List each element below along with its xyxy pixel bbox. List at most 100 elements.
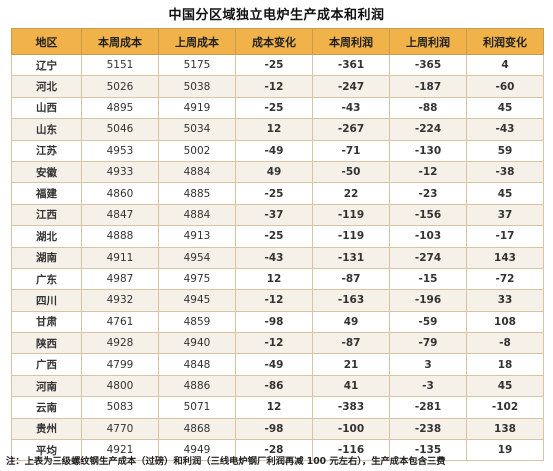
cell-profit-change: 108	[466, 310, 544, 334]
cell-last-week-profit: -196	[389, 289, 467, 312]
cell-last-week-profit: -130	[389, 139, 467, 162]
cell-region: 山西	[11, 96, 82, 120]
cell-this-week-profit: -50	[312, 160, 390, 184]
cell-region: 云南	[11, 396, 82, 419]
cell-region: 陕西	[11, 332, 82, 355]
cell-region: 四川	[11, 289, 82, 312]
cell-last-week-profit: -238	[389, 417, 467, 441]
cell-this-week-profit: -43	[312, 96, 390, 120]
cell-cost-change: -49	[235, 353, 313, 376]
table-row: 湖北 4888 4913 -25 -119 -103 -17	[11, 225, 544, 248]
table-row: 江西 4847 4884 -37 -119 -156 37	[11, 203, 544, 227]
cell-this-week-profit: -247	[312, 75, 390, 98]
table-row: 湖南 4911 4954 -43 -131 -274 143	[11, 246, 544, 269]
cell-cost-change: -12	[235, 289, 313, 312]
cell-last-week-cost: 4886	[158, 374, 236, 398]
cell-this-week-cost: 4799	[81, 353, 159, 376]
cell-profit-change: -8	[466, 332, 544, 355]
cell-this-week-cost: 4987	[81, 267, 159, 291]
cell-last-week-cost: 4949	[158, 439, 236, 462]
table-row: 山西 4895 4919 -25 -43 -88 45	[11, 96, 544, 120]
cell-this-week-profit: -361	[312, 53, 390, 77]
cell-last-week-cost: 5034	[158, 118, 236, 141]
cell-cost-change: -43	[235, 246, 313, 269]
cell-region: 贵州	[11, 417, 82, 441]
cell-cost-change: 49	[235, 160, 313, 184]
cell-last-week-cost: 4919	[158, 96, 236, 120]
cell-this-week-profit: 49	[312, 310, 390, 334]
cell-cost-change: -49	[235, 139, 313, 162]
column-header-profit-change: 利润变化	[466, 28, 544, 55]
cell-region: 河南	[11, 374, 82, 398]
cell-last-week-profit: -103	[389, 225, 467, 248]
cell-region: 湖北	[11, 225, 82, 248]
cell-last-week-cost: 4940	[158, 332, 236, 355]
cell-this-week-profit: 21	[312, 353, 390, 376]
cell-profit-change: 37	[466, 203, 544, 227]
cell-profit-change: -60	[466, 75, 544, 98]
cell-profit-change: 4	[466, 53, 544, 77]
cell-profit-change: 59	[466, 139, 544, 162]
cell-region: 广西	[11, 353, 82, 376]
cell-last-week-cost: 4868	[158, 417, 236, 441]
cell-last-week-cost: 4913	[158, 225, 236, 248]
cell-this-week-cost: 5046	[81, 118, 159, 141]
cell-this-week-profit: -116	[312, 439, 390, 462]
cell-region: 江苏	[11, 139, 82, 162]
cell-last-week-profit: -274	[389, 246, 467, 269]
cell-last-week-profit: -59	[389, 310, 467, 334]
cell-last-week-cost: 4884	[158, 160, 236, 184]
cell-this-week-cost: 4860	[81, 182, 159, 205]
cell-profit-change: 138	[466, 417, 544, 441]
cell-this-week-cost: 4895	[81, 96, 159, 120]
cell-last-week-profit: -12	[389, 160, 467, 184]
chart-title: 中国分区域独立电炉生产成本和利润	[168, 8, 385, 23]
cell-cost-change: 12	[235, 267, 313, 291]
cell-profit-change: -72	[466, 267, 544, 291]
cell-profit-change: -17	[466, 225, 544, 248]
cell-profit-change: 143	[466, 246, 544, 269]
cell-cost-change: -25	[235, 53, 313, 77]
cell-this-week-profit: -87	[312, 332, 390, 355]
cell-last-week-profit: 3	[389, 353, 467, 376]
cell-this-week-profit: 22	[312, 182, 390, 205]
cell-last-week-cost: 5071	[158, 396, 236, 419]
cell-this-week-profit: -163	[312, 289, 390, 312]
cell-region: 甘肃	[11, 310, 82, 334]
cost-profit-table: 地区 本周成本 上周成本 成本变化 本周利润 上周利润 利润变化 辽宁 5151 5175 -25…	[11, 28, 544, 462]
cell-region: 湖南	[11, 246, 82, 269]
cell-this-week-cost: 4953	[81, 139, 159, 162]
cell-this-week-profit: -267	[312, 118, 390, 141]
table-row: 广西 4799 4848 -49 21 3 18	[11, 353, 544, 376]
cell-this-week-cost: 4933	[81, 160, 159, 184]
cell-profit-change: 45	[466, 374, 544, 398]
table-row: 河北 5026 5038 -12 -247 -187 -60	[11, 75, 544, 98]
cell-last-week-profit: -156	[389, 203, 467, 227]
cell-region: 河北	[11, 75, 82, 98]
cell-this-week-cost: 4921	[81, 439, 159, 462]
cell-last-week-profit: -23	[389, 182, 467, 205]
cell-last-week-cost: 5038	[158, 75, 236, 98]
cell-this-week-cost: 4888	[81, 225, 159, 248]
cell-profit-change: 18	[466, 353, 544, 376]
cell-region: 福建	[11, 182, 82, 205]
cell-this-week-profit: -383	[312, 396, 390, 419]
cell-last-week-cost: 5175	[158, 53, 236, 77]
cell-last-week-profit: -15	[389, 267, 467, 291]
cell-this-week-profit: -87	[312, 267, 390, 291]
cell-last-week-cost: 4945	[158, 289, 236, 312]
cell-this-week-cost: 5083	[81, 396, 159, 419]
column-header-last-week-profit: 上周利润	[389, 28, 467, 55]
cell-last-week-profit: -187	[389, 75, 467, 98]
cell-cost-change: 12	[235, 396, 313, 419]
table-row: 陕西 4928 4940 -12 -87 -79 -8	[11, 332, 544, 355]
cell-this-week-profit: -71	[312, 139, 390, 162]
cell-this-week-cost: 4770	[81, 417, 159, 441]
cell-cost-change: -12	[235, 75, 313, 98]
cell-this-week-profit: -100	[312, 417, 390, 441]
cell-cost-change: 12	[235, 118, 313, 141]
footnote: 注：上表为三级螺纹钢生产成本（过磅）和利润（三线电炉钢厂利润再减 100 元左右…	[6, 456, 446, 467]
column-header-region: 地区	[11, 28, 82, 55]
cell-last-week-cost: 4885	[158, 182, 236, 205]
cell-profit-change: -43	[466, 118, 544, 141]
